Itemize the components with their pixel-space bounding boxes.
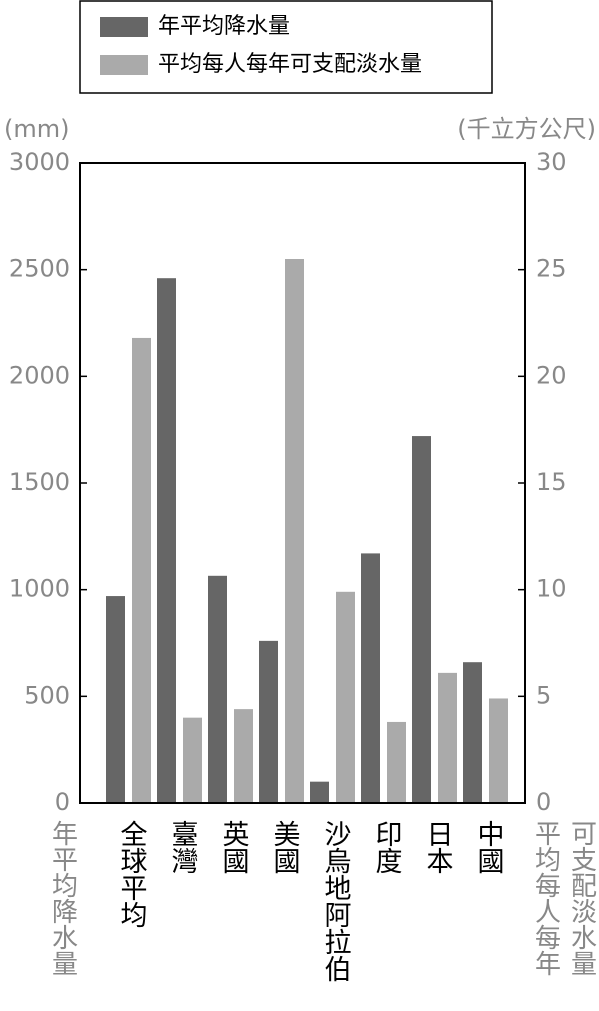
x-tick-label: 印度 <box>371 820 403 874</box>
bar <box>489 698 508 803</box>
y-tick-label: 3000 <box>9 148 70 176</box>
bar <box>336 591 355 803</box>
y-tick-label: 0 <box>55 788 70 816</box>
bar <box>208 575 227 803</box>
bar <box>463 662 482 803</box>
bar <box>234 709 253 803</box>
y2-axis-label: 平均每人每年 <box>531 820 561 976</box>
plot-frame <box>79 162 526 804</box>
y2-tick-label: 10 <box>536 575 567 603</box>
bar <box>132 337 151 803</box>
bar <box>157 278 176 803</box>
y-tick-label: 2500 <box>9 255 70 283</box>
x-tick-label: 日本 <box>422 820 454 874</box>
y2-tick-label: 20 <box>536 361 567 389</box>
y2-tick-label: 15 <box>536 468 567 496</box>
bar <box>361 553 380 803</box>
x-tick-label: 美國 <box>269 820 300 874</box>
legend-label: 年平均降水量 <box>158 14 290 39</box>
legend-box <box>79 0 493 94</box>
y-axis-label: 年平均降水量 <box>48 820 78 976</box>
bar <box>412 436 431 803</box>
bar <box>285 259 304 803</box>
y2-tick-label: 0 <box>536 788 551 816</box>
y-tick-label: 1500 <box>9 468 70 496</box>
x-tick-label: 英國 <box>218 820 249 874</box>
legend-swatch <box>100 17 148 37</box>
y-tick-label: 2000 <box>9 361 70 389</box>
legend-label: 平均每人每年可支配淡水量 <box>158 52 422 77</box>
y2-axis-label: 可支配淡水量 <box>567 820 597 976</box>
bar <box>183 717 202 803</box>
bar <box>387 721 406 803</box>
bar <box>259 640 278 803</box>
bar <box>310 781 329 803</box>
bar <box>106 596 125 803</box>
x-tick-label: 全球平均 <box>116 820 148 928</box>
y2-tick-label: 25 <box>536 255 567 283</box>
y-tick-label: 500 <box>24 681 70 709</box>
y-unit: (mm) <box>4 115 69 143</box>
x-tick-label: 沙烏地阿拉伯 <box>320 820 352 982</box>
y2-unit: (千立方公尺) <box>457 115 596 143</box>
y2-tick-label: 30 <box>536 148 567 176</box>
y-tick-label: 1000 <box>9 575 70 603</box>
y2-tick-label: 5 <box>536 681 551 709</box>
x-tick-label: 中國 <box>473 820 504 874</box>
bar <box>438 672 457 803</box>
legend-swatch <box>100 55 148 75</box>
x-tick-label: 臺灣 <box>167 820 199 874</box>
